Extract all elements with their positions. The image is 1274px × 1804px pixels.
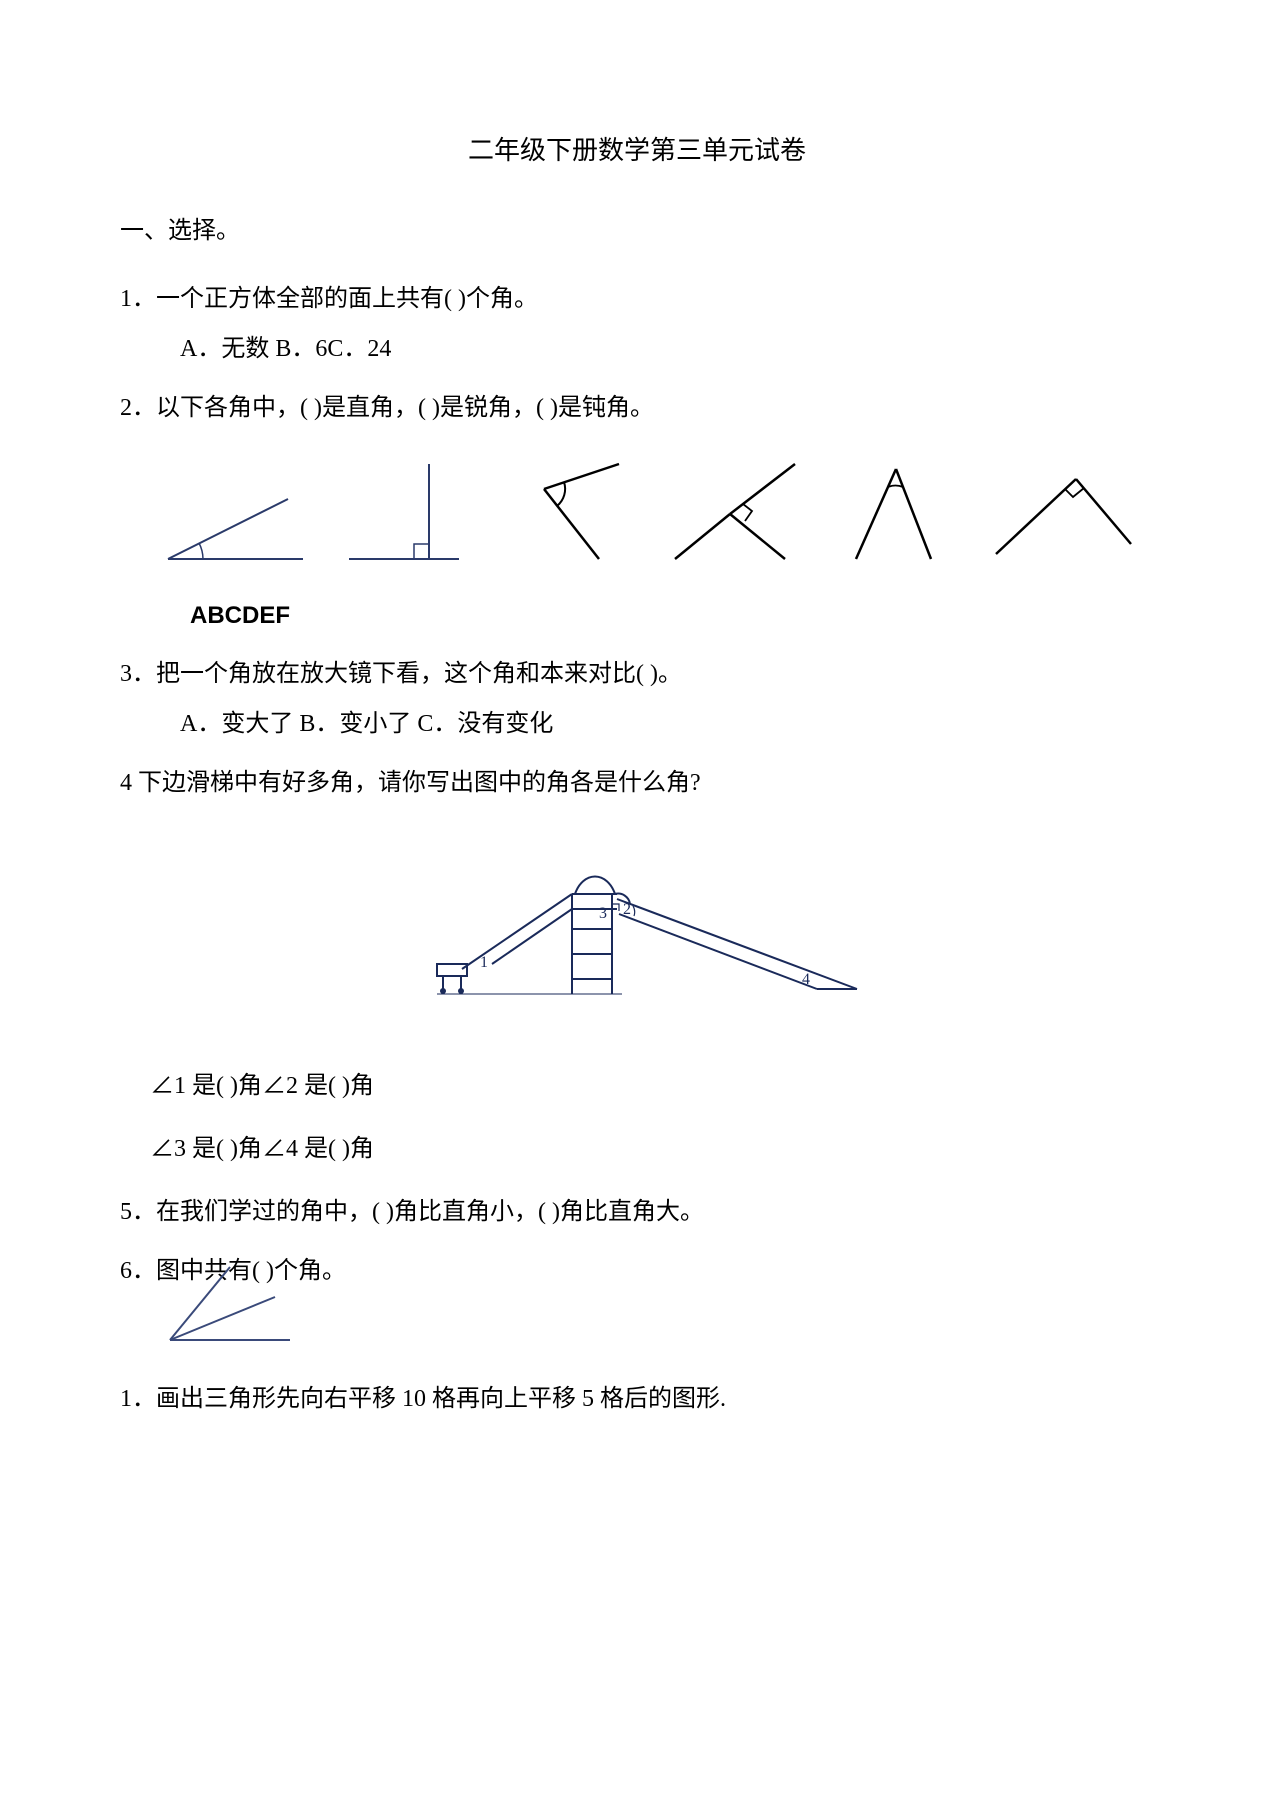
q6-angle-icon: [155, 1262, 305, 1352]
page-title: 二年级下册数学第三单元试卷: [120, 130, 1154, 172]
section2-question-1: 1．画出三角形先向右平移 10 格再向上平移 5 格后的图形.: [120, 1380, 1154, 1418]
question-1: 1．一个正方体全部的面上共有( )个角。 A．无数 B．6C．24: [120, 280, 1154, 369]
angle-f-icon: [978, 459, 1144, 581]
q2-angles-row: [120, 439, 1154, 591]
q4-line1: ∠1 是( )角∠2 是( )角: [120, 1067, 1154, 1105]
question-3: 3．把一个角放在放大镜下看，这个角和本来对比( )。 A．变大了 B．变小了 C…: [120, 655, 1154, 744]
svg-text:3: 3: [599, 905, 607, 922]
svg-text:1: 1: [480, 954, 488, 971]
q4-line2: ∠3 是( )角∠4 是( )角: [120, 1130, 1154, 1168]
question-4: 4 下边滑梯中有好多角，请你写出图中的角各是什么角?: [120, 764, 1154, 1169]
svg-text:2: 2: [623, 901, 631, 918]
q5-text: 5．在我们学过的角中，( )角比直角小，( )角比直角大。: [120, 1193, 1154, 1231]
q4-text: 4 下边滑梯中有好多角，请你写出图中的角各是什么角?: [120, 764, 1154, 802]
angle-a-icon: [150, 469, 316, 581]
section-1-header: 一、选择。: [120, 212, 1154, 250]
angle-c-icon: [481, 459, 647, 581]
question-5: 5．在我们学过的角中，( )角比直角小，( )角比直角大。: [120, 1193, 1154, 1231]
angle-b-icon: [316, 459, 482, 581]
question-2: 2．以下各角中，( )是直角，( )是锐角，( )是钝角。: [120, 389, 1154, 635]
svg-text:4: 4: [802, 971, 810, 988]
q3-options: A．变大了 B．变小了 C．没有变化: [120, 705, 1154, 743]
q1-text: 1．一个正方体全部的面上共有( )个角。: [120, 280, 1154, 318]
q2-text: 2．以下各角中，( )是直角，( )是锐角，( )是钝角。: [120, 389, 1154, 427]
angle-d-icon: [647, 459, 813, 581]
s2-q1-text: 1．画出三角形先向右平移 10 格再向上平移 5 格后的图形.: [120, 1380, 1154, 1418]
q3-text: 3．把一个角放在放大镜下看，这个角和本来对比( )。: [120, 655, 1154, 693]
question-6: 6．图中共有( )个角。: [120, 1252, 1154, 1340]
slide-diagram: 1 3 2 4: [120, 814, 1154, 1066]
angle-e-icon: [813, 459, 979, 581]
q2-labels: ABCDEF: [120, 597, 1154, 635]
q1-options: A．无数 B．6C．24: [120, 330, 1154, 368]
